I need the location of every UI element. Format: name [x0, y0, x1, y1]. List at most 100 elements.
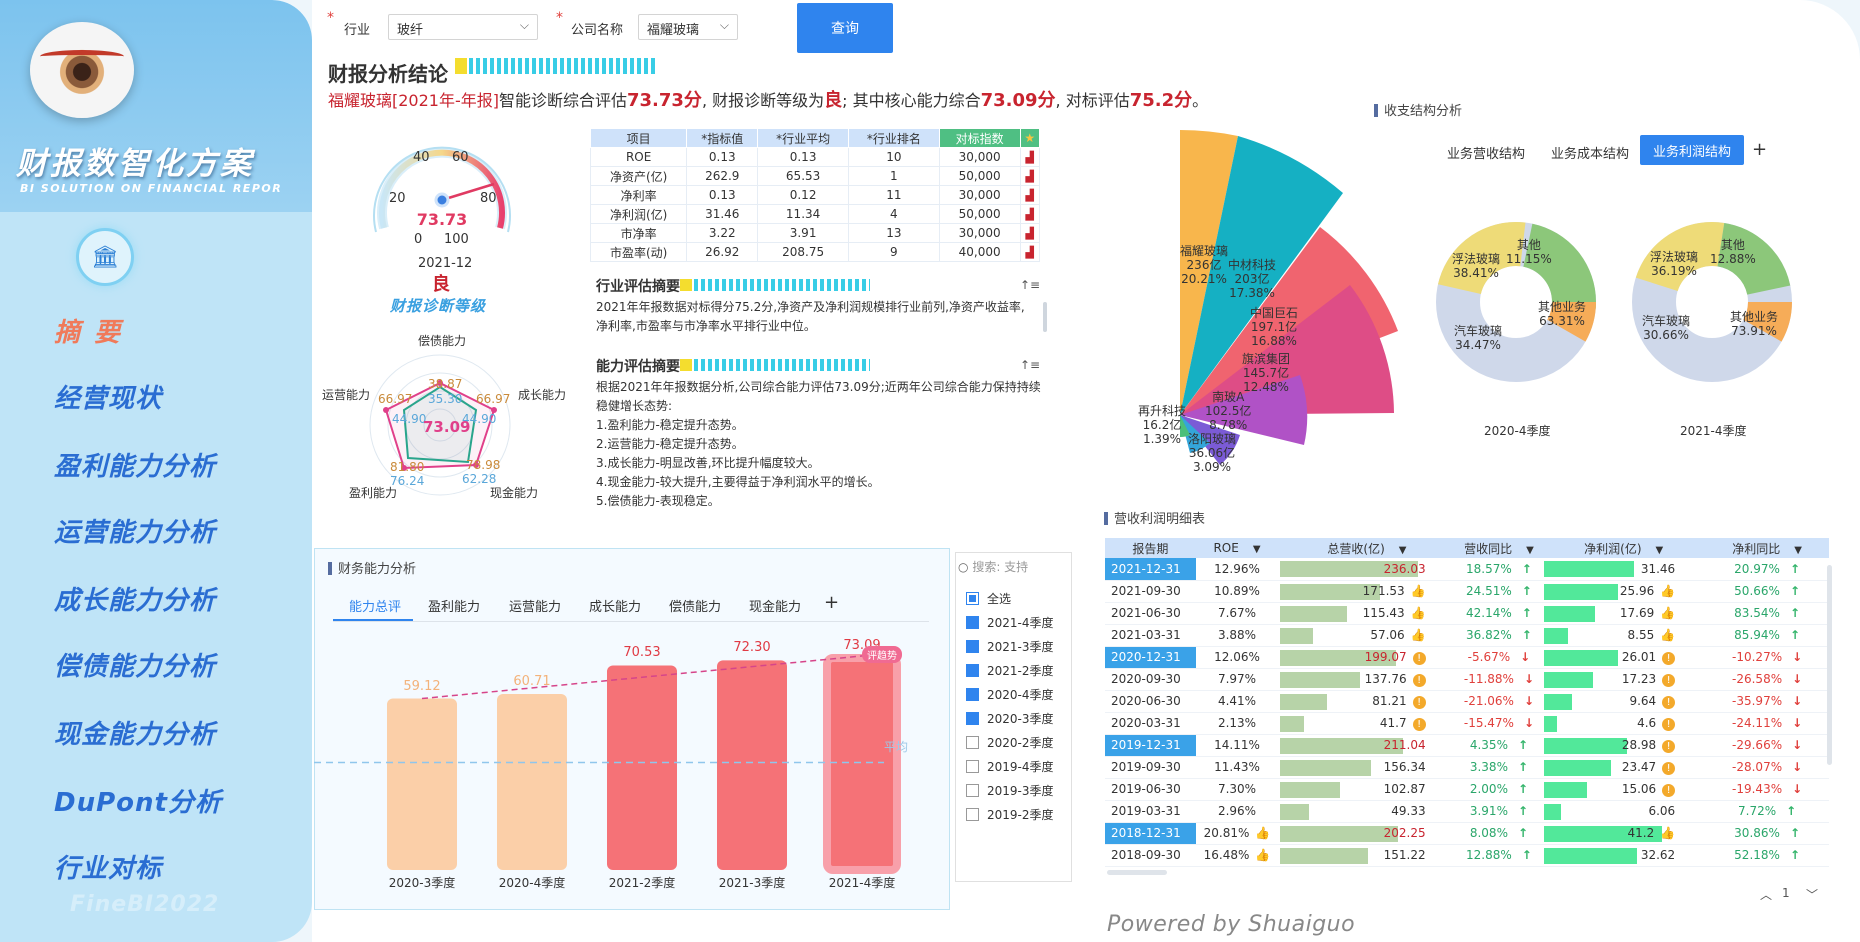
indicator-cell: 4 — [847, 204, 940, 224]
fin-tab-5[interactable]: 现金能力 — [749, 600, 802, 615]
company-select[interactable]: 福耀玻璃 ⌵ — [638, 14, 738, 40]
table-scrollbar[interactable] — [1827, 565, 1832, 765]
fin-tab-4[interactable]: 偿债能力 — [669, 600, 722, 615]
scrollbar[interactable] — [1043, 302, 1047, 332]
add-tab-icon[interactable]: + — [1752, 139, 1768, 160]
detail-cell: 41.2 👍 — [1542, 822, 1706, 845]
detail-cell: -24.11% ↓ — [1705, 712, 1829, 735]
season-checkbox[interactable]: 2021-2季度 — [966, 662, 1054, 679]
nav-item-7[interactable]: DuPont分析 — [54, 788, 222, 818]
season-checkbox[interactable]: 2019-3季度 — [966, 782, 1054, 799]
arrow-down-icon: ↓ — [1523, 672, 1535, 686]
query-button[interactable]: 查询 — [797, 3, 893, 53]
detail-row[interactable]: 2021-06-30 7.67% 115.43 👍 42.14% ↑ 17.69 👍 83.54… — [1105, 602, 1829, 625]
industry-select[interactable]: 玻纤 ⌵ — [388, 14, 538, 40]
filter-dropdown-icon[interactable]: ▼ — [1398, 544, 1407, 556]
detail-row[interactable]: 2021-03-31 3.88% 57.06 👍 36.82% ↑ 8.55 👍 85.94% ↑ — [1105, 624, 1829, 647]
nav-item-3[interactable]: 运营能力分析 — [54, 518, 217, 548]
indicator-header[interactable]: 对标指数 — [938, 128, 1021, 148]
detail-cell: 6.06 — [1542, 800, 1706, 823]
bar-4[interactable] — [823, 654, 901, 874]
indicator-cell: 262.9 — [686, 166, 759, 186]
bar-1[interactable] — [497, 693, 567, 870]
indicator-header[interactable]: *指标值 — [686, 128, 759, 148]
filter-dropdown-icon[interactable]: ▼ — [1655, 544, 1664, 556]
nav-item-8[interactable]: 行业对标 — [54, 854, 163, 884]
next-page-icon[interactable]: ﹀ — [1806, 888, 1819, 902]
home-button[interactable]: 🏛 — [76, 228, 134, 286]
bar-chart-icon: ▟ — [1019, 242, 1041, 262]
detail-cell: 4.6! — [1542, 712, 1706, 735]
detail-header[interactable]: 净利润(亿) ▼ — [1542, 538, 1706, 558]
rose-label-line: 洛阳玻璃 — [1188, 432, 1237, 446]
detail-row[interactable]: 2019-09-30 11.43% 156.34 3.38% ↑ 23.47! -28.07… — [1105, 756, 1829, 779]
bar-0[interactable] — [387, 698, 457, 870]
season-checkbox[interactable]: 2021-4季度 — [966, 614, 1054, 631]
warning-icon: ! — [1662, 783, 1676, 797]
indicator-header[interactable]: *行业平均 — [757, 128, 849, 148]
season-search[interactable]: ○ 搜索: 支持 — [958, 558, 1068, 578]
tab-revenue-structure[interactable]: 业务营收结构 — [1447, 147, 1526, 162]
tab-profit-structure[interactable]: 业务利润结构 — [1640, 135, 1744, 165]
detail-header[interactable]: 总营收(亿) ▼ — [1278, 538, 1456, 558]
arrow-down-icon: ↓ — [1520, 650, 1531, 664]
add-tab-icon[interactable]: + — [824, 592, 840, 613]
nav-item-6[interactable]: 现金能力分析 — [54, 720, 217, 750]
cell-bar — [1544, 781, 1588, 798]
select-all-checkbox[interactable]: 全选 — [966, 590, 1011, 607]
season-checkbox[interactable]: 2021-3季度 — [966, 638, 1054, 655]
nav-item-2[interactable]: 盈利能力分析 — [54, 452, 217, 482]
nav-item-1[interactable]: 经营现状 — [54, 384, 163, 414]
detail-header[interactable]: 净利同比 ▼ — [1705, 538, 1829, 558]
detail-header[interactable]: 营收同比 ▼ — [1455, 538, 1543, 558]
indicator-header[interactable]: *行业排名 — [847, 128, 940, 148]
bar-3[interactable] — [717, 660, 787, 870]
nav-item-5[interactable]: 偿债能力分析 — [54, 652, 217, 682]
fin-tab-1[interactable]: 盈利能力 — [428, 600, 481, 615]
nav-item-0[interactable]: 摘要 — [54, 318, 135, 348]
nav-item-4[interactable]: 成长能力分析 — [54, 586, 217, 616]
fin-tab-3[interactable]: 成长能力 — [589, 600, 642, 615]
arrow-up-icon: ↑ — [1789, 561, 1800, 576]
fin-tab-0[interactable]: 能力总评 — [349, 600, 402, 615]
filter-dropdown-icon[interactable]: ▼ — [1252, 544, 1261, 555]
detail-row[interactable]: 2020-12-31 12.06% 199.07! -5.67% ↓ 26.01! -10.… — [1105, 646, 1829, 669]
detail-row[interactable]: 2019-06-30 7.30% 102.87 2.00% ↑ 15.06! -19.43%… — [1105, 778, 1829, 801]
detail-row[interactable]: 2019-03-31 2.96% 49.33 3.91% ↑ 6.06 7.72% ↑ — [1105, 800, 1829, 823]
detail-row[interactable]: 2019-12-31 14.11% 211.04 4.35% ↑ 28.98! -29.66… — [1105, 734, 1829, 757]
detail-row[interactable]: 2018-12-31 20.81% 👍 202.25 8.08% ↑ 41.2 👍 30.86%… — [1105, 822, 1829, 845]
filter-dropdown-icon[interactable]: ▼ — [1794, 544, 1802, 556]
detail-row[interactable]: 2020-06-30 4.41% 81.21! -21.06% ↓ 9.64! -35.97… — [1105, 690, 1829, 713]
season-checkbox[interactable]: 2020-4季度 — [966, 686, 1054, 703]
bar-2[interactable] — [607, 665, 677, 870]
detail-row[interactable]: 2020-03-31 2.13% 41.7! -15.47% ↓ 4.6! -24.11% ↓ — [1105, 712, 1829, 735]
season-checkbox[interactable]: 2020-2季度 — [966, 734, 1054, 751]
detail-row[interactable]: 2021-12-31 12.96% 236.03 18.57% ↑ 31.46 20.97%… — [1105, 558, 1829, 581]
filter-dropdown-icon[interactable]: ▼ — [1526, 544, 1534, 556]
indicator-header[interactable]: 项目 — [589, 128, 688, 148]
table-hscrollbar[interactable] — [1107, 870, 1167, 875]
sort-icon[interactable]: ↑≡ — [1020, 358, 1041, 372]
detail-header[interactable]: 报告期 — [1105, 538, 1196, 558]
fin-tab-2[interactable]: 运营能力 — [509, 600, 562, 615]
conclusion-text: 福耀玻璃[2021年-年报]智能诊断综合评估73.73分, 财报诊断等级为良; … — [328, 86, 1208, 112]
sort-icon[interactable]: ↑≡ — [1020, 278, 1041, 292]
season-checkbox[interactable]: 2019-2季度 — [966, 806, 1054, 823]
tab-cost-structure[interactable]: 业务成本结构 — [1551, 147, 1630, 162]
detail-row[interactable]: 2021-09-30 10.89% 171.53 👍 24.51% ↑ 25.96 👍 50.6… — [1105, 580, 1829, 603]
detail-row[interactable]: 2020-09-30 7.97% 137.76! -11.88% ↓ 17.23! -26.… — [1105, 668, 1829, 691]
detail-cell-value: 2021-06-30 — [1111, 606, 1181, 620]
detail-cell: -5.67% ↓ — [1455, 646, 1543, 669]
detail-row[interactable]: 2018-09-30 16.48% 👍 151.22 12.88% ↑ 32.62 52.18… — [1105, 844, 1829, 867]
checkbox-icon — [966, 592, 979, 605]
detail-cell: 15.06! — [1542, 778, 1706, 801]
detail-cell-value: 3.38% — [1469, 760, 1508, 774]
detail-cell: 31.46 — [1542, 558, 1706, 581]
season-checkbox[interactable]: 2019-4季度 — [966, 758, 1054, 775]
page-number[interactable]: 1 — [1782, 886, 1790, 900]
detail-header[interactable]: ROE ▼ — [1195, 538, 1279, 558]
arrow-down-icon: ↓ — [1792, 694, 1803, 708]
detail-cell: 171.53 👍 — [1278, 580, 1456, 603]
season-checkbox[interactable]: 2020-3季度 — [966, 710, 1054, 727]
prev-page-icon[interactable]: ︿ — [1760, 888, 1773, 902]
